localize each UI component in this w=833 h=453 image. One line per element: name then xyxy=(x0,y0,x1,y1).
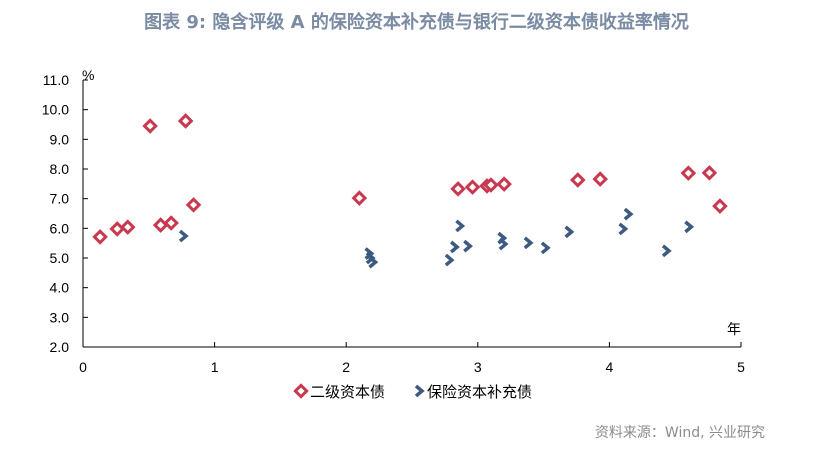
y-tick-label: 10.0 xyxy=(42,102,69,118)
insurance-bond-point xyxy=(455,219,466,233)
tier2-bond-point xyxy=(680,165,697,181)
tier2-bond-point xyxy=(464,179,481,195)
insurance-bond-point xyxy=(364,247,375,260)
insurance-bond-point xyxy=(540,241,551,255)
tier2-bond-point xyxy=(712,198,728,214)
tier2-bond-point xyxy=(496,176,512,192)
insurance-bond-point xyxy=(661,244,672,258)
source-note: 资料来源：Wind, 兴业研究 xyxy=(594,425,765,441)
y-tick-label: 2.0 xyxy=(50,339,70,355)
tier2-bond-point xyxy=(450,181,466,197)
x-tick-label: 4 xyxy=(606,359,614,375)
insurance-bond-point xyxy=(623,207,634,221)
x-tick-label: 2 xyxy=(342,359,350,375)
insurance-bond-point xyxy=(618,222,629,236)
chart-title: 图表 9: 隐含评级 A 的保险资本补充债与银行二级资本债收益率情况 xyxy=(144,12,689,33)
tier2-bond-point xyxy=(152,217,169,233)
x-axis-label: 年 xyxy=(727,321,741,337)
legend-tier2-label: 二级资本债 xyxy=(310,384,385,401)
tier2-bond-point xyxy=(185,197,202,213)
tier2-bond-point xyxy=(351,190,368,206)
tier2-bond-point xyxy=(177,113,194,129)
legend-insurance-marker xyxy=(414,384,425,398)
insurance-bond-point xyxy=(449,240,460,254)
insurance-bond-point xyxy=(368,255,379,269)
tier2-bond-point xyxy=(163,215,179,231)
tier2-bond-point xyxy=(570,172,586,188)
y-tick-label: 6.0 xyxy=(50,220,70,236)
insurance-bond-point xyxy=(684,220,695,234)
tier2-bond-point xyxy=(142,118,158,134)
y-tick-label: 11.0 xyxy=(43,72,69,88)
y-tick-label: 7.0 xyxy=(50,191,70,207)
tier2-bond-point xyxy=(92,229,108,245)
y-tick-label: 3.0 xyxy=(50,309,70,325)
x-tick-label: 3 xyxy=(474,359,482,375)
insurance-bond-point xyxy=(444,253,455,267)
y-tick-label: 5.0 xyxy=(50,250,70,266)
x-tick-label: 0 xyxy=(79,359,87,375)
tier2-bond-point xyxy=(592,171,608,187)
tier2-bond-point xyxy=(109,221,125,237)
legend-insurance-label: 保险资本补充债 xyxy=(427,384,532,401)
legend-tier2-marker xyxy=(293,383,309,399)
tier2-bond-point xyxy=(483,177,499,193)
y-axis-label: % xyxy=(82,67,94,83)
insurance-bond-point xyxy=(498,237,509,251)
x-tick-label: 1 xyxy=(211,359,219,375)
y-tick-label: 9.0 xyxy=(50,131,70,147)
tier2-bond-point xyxy=(701,165,718,181)
insurance-bond-point xyxy=(523,236,534,250)
insurance-bond-point xyxy=(178,229,189,243)
insurance-bond-point xyxy=(564,225,575,239)
insurance-bond-point xyxy=(463,239,474,253)
tier2-bond-point xyxy=(119,219,136,235)
y-tick-label: 8.0 xyxy=(50,161,70,177)
x-tick-label: 5 xyxy=(737,359,745,375)
y-tick-label: 4.0 xyxy=(50,280,70,296)
